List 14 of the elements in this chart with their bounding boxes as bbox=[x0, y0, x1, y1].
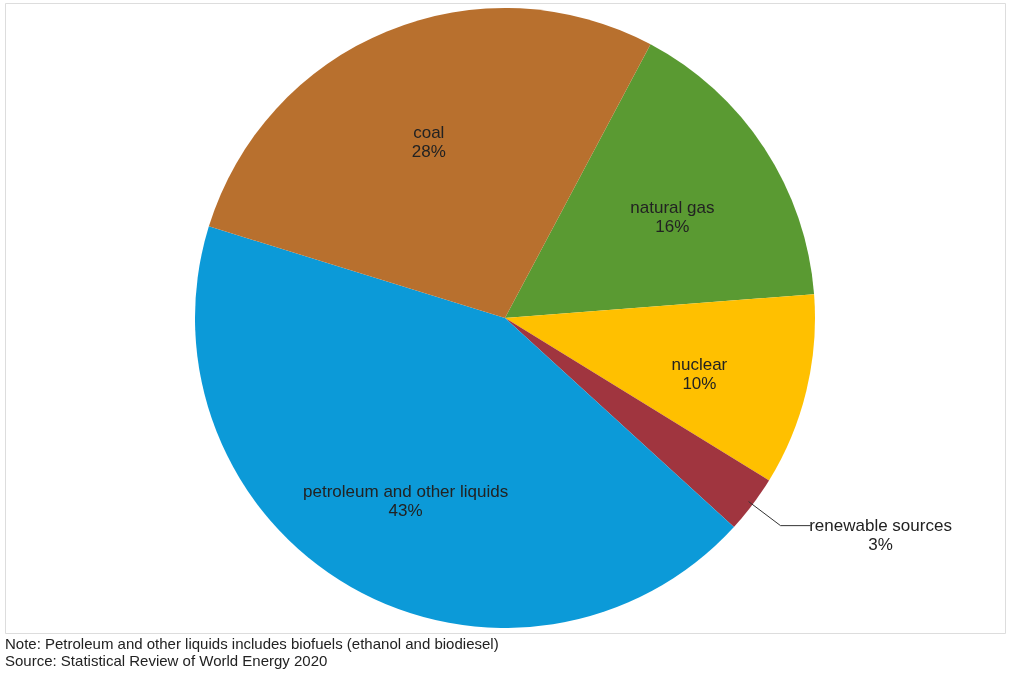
pie-slice bbox=[505, 44, 815, 318]
data-label: 3% bbox=[868, 534, 893, 554]
data-label: 10% bbox=[682, 374, 717, 394]
slice-label: coal bbox=[413, 123, 445, 143]
data-label: 28% bbox=[411, 142, 446, 162]
data-label: 43% bbox=[388, 500, 423, 520]
slice-label: natural gas bbox=[630, 198, 715, 218]
pie-slice bbox=[505, 294, 815, 481]
slice-label: petroleum and other liquids bbox=[303, 481, 509, 501]
text: Note: Petroleum and other liquids includes biofuels (ethanol and biodiesel) bbox=[5, 635, 499, 652]
slice-label: renewable sources bbox=[809, 515, 952, 535]
slice-label: nuclear bbox=[671, 355, 728, 375]
data-label: 16% bbox=[655, 217, 690, 237]
source-note: Source: Statistical Review of World Energy 2020 bbox=[5, 652, 328, 669]
